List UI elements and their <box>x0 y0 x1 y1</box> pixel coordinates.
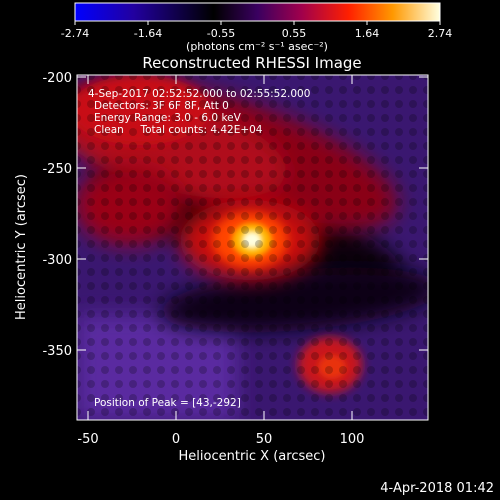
colorbar-tick: 0.55 <box>282 27 307 40</box>
y-axis-label: Heliocentric Y (arcsec) <box>14 174 29 320</box>
x-tick-label: 50 <box>256 432 273 447</box>
y-axis-ticks <box>77 76 428 351</box>
counts-annotation: Clean Total counts: 4.42E+04 <box>94 124 263 136</box>
y-tick-label: -200 <box>42 71 72 86</box>
colorbar: -2.74 -1.64 -0.55 0.55 1.64 2.74 (photon… <box>61 2 453 53</box>
heatmap-image <box>77 75 428 420</box>
colorbar-tick: 2.74 <box>428 27 453 40</box>
peak-position-annotation: Position of Peak = [43,-292] <box>94 397 241 409</box>
x-tick-label: -50 <box>77 432 98 447</box>
rhessi-plot: -200 -250 -300 -350 -50 0 50 100 Helioce… <box>14 55 429 464</box>
colorbar-gradient <box>74 2 441 22</box>
x-axis-ticks <box>87 75 353 420</box>
colorbar-tick: 1.64 <box>355 27 380 40</box>
plot-frame <box>76 74 429 421</box>
energy-range-annotation: Energy Range: 3.0 - 6.0 keV <box>94 112 242 124</box>
colorbar-tick: -0.55 <box>207 27 235 40</box>
y-tick-label: -300 <box>42 253 72 268</box>
x-tick-label: 100 <box>340 432 365 447</box>
y-tick-label: -350 <box>42 344 72 359</box>
x-axis-label: Heliocentric X (arcsec) <box>179 449 326 464</box>
time-range-annotation: 4-Sep-2017 02:52:52.000 to 02:55:52.000 <box>88 88 310 100</box>
plot-title: Reconstructed RHESSI Image <box>142 55 361 72</box>
colorbar-units: (photons cm⁻² s⁻¹ asec⁻²) <box>186 40 328 53</box>
colorbar-tick: -2.74 <box>61 27 89 40</box>
y-tick-label: -250 <box>42 162 72 177</box>
colorbar-tick: -1.64 <box>134 27 162 40</box>
detectors-annotation: Detectors: 3F 6F 8F, Att 0 <box>94 100 229 112</box>
x-tick-label: 0 <box>172 432 180 447</box>
footer-date: 4-Apr-2018 01:42 <box>380 481 494 496</box>
